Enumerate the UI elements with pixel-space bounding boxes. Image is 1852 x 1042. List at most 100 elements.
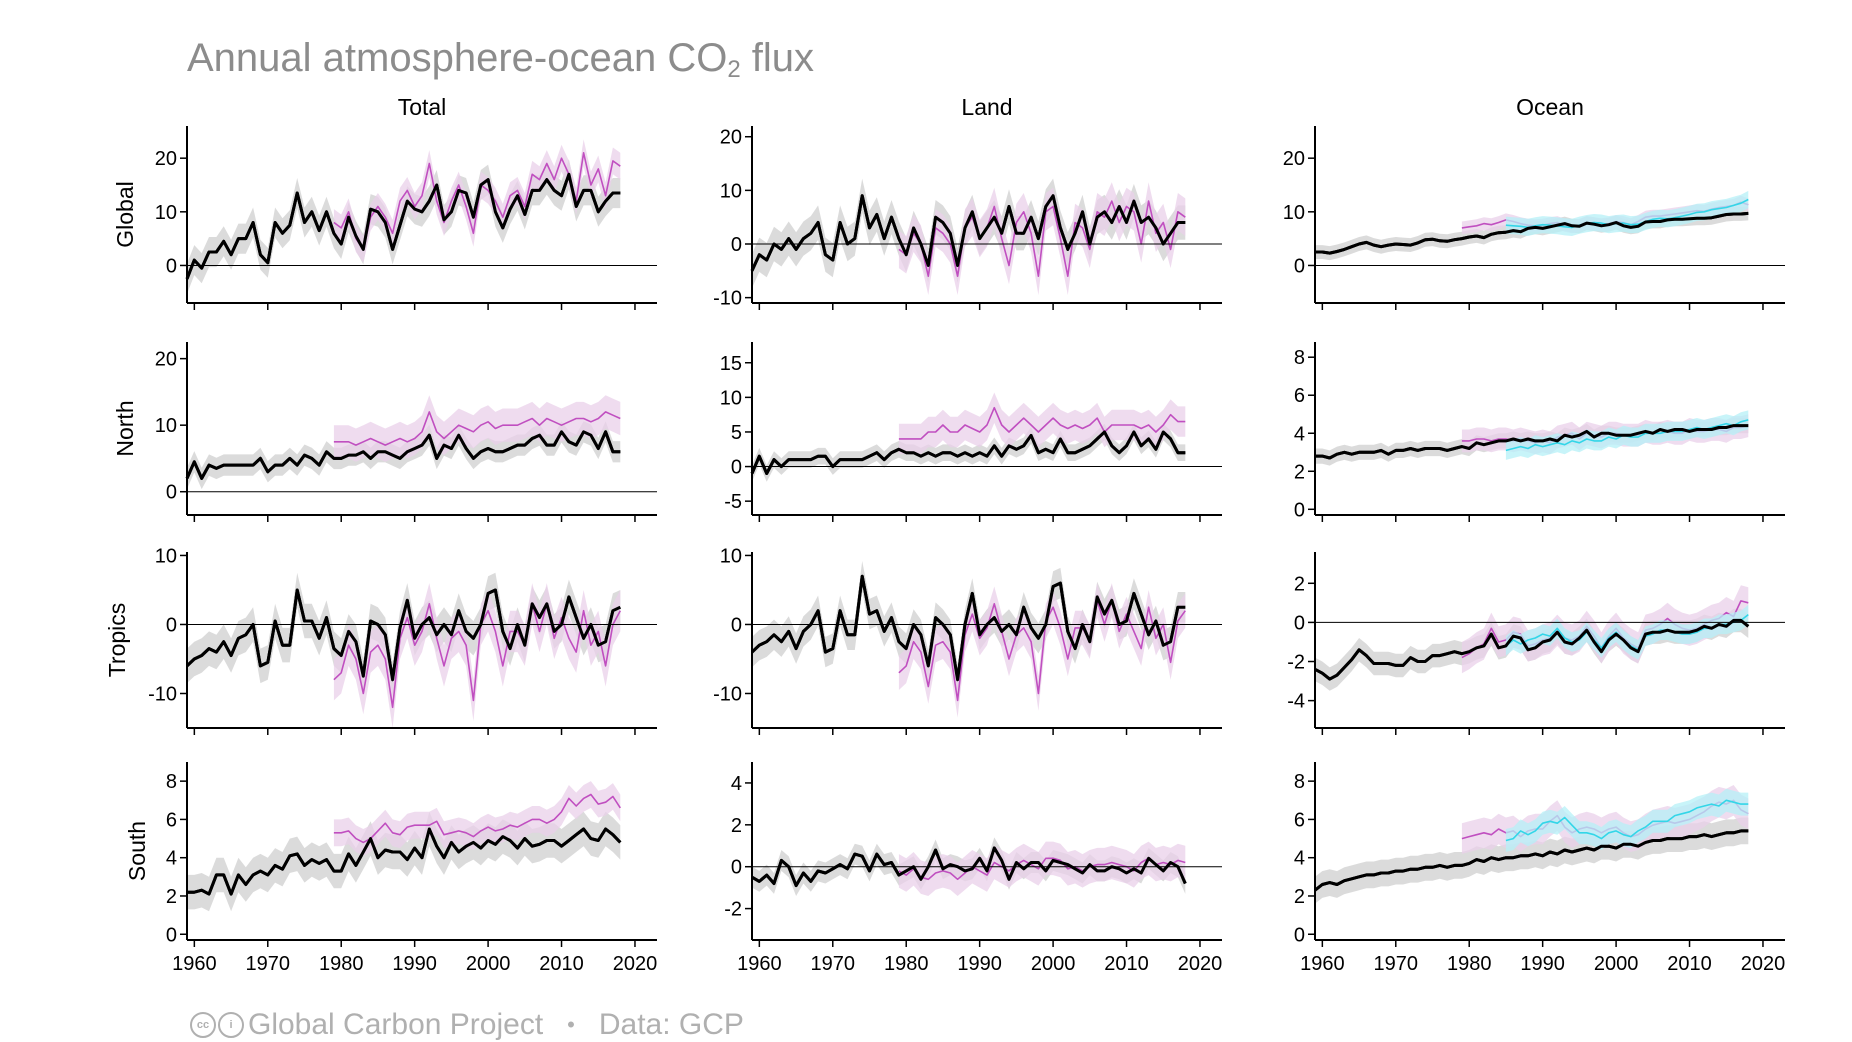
y-tick-label: 10 [1283,202,1305,224]
y-tick-label: 0 [1294,924,1305,946]
footer: cc i Global Carbon Project • Data: GCP [190,1008,744,1042]
y-tick-label: 15 [720,353,742,375]
row-title-global: Global [112,181,138,247]
y-tick-label: 10 [155,545,177,567]
x-tick-label: 1960 [737,953,782,975]
y-tick-label: -10 [713,288,742,310]
y-tick-label: 0 [166,924,177,946]
black-series-line-top [750,194,1186,272]
footer-separator: • [567,1012,575,1037]
x-tick-label: 2010 [1667,953,1712,975]
magenta-series-uncertainty-band [1461,585,1749,674]
y-tick-label: 10 [720,180,742,202]
page-title: Annual atmosphere-ocean CO2 flux [187,36,814,84]
y-tick-label: 20 [155,148,177,170]
row-title-south: South [124,821,150,881]
x-tick-label: 2020 [1741,953,1786,975]
cc-icon: cc [190,1012,216,1038]
black-series-line-top [185,172,621,280]
magenta-series-line [333,411,621,446]
magenta-series-uncertainty-band [898,392,1186,455]
x-tick-label: 2010 [1104,953,1149,975]
y-tick-label: 0 [166,482,177,504]
y-tick-label: -10 [148,683,177,705]
black-series-line-top [187,827,622,896]
y-tick-label: -2 [1287,652,1305,674]
black-series-uncertainty-band [752,423,1186,482]
x-tick-label: 1970 [811,953,856,975]
footer-source: Data: GCP [598,1008,744,1041]
y-tick-label: 20 [155,349,177,371]
black-series-line-top [185,430,621,480]
y-tick-label: 10 [155,415,177,437]
y-tick-label: 6 [1294,385,1305,407]
y-tick-label: 6 [1294,809,1305,831]
y-tick-label: 6 [166,809,177,831]
chart-grid: Total Land Ocean Global North Tropics South 0 10… [104,94,1786,975]
x-tick-label: 1980 [319,953,364,975]
title-subscript: 2 [727,56,741,83]
panel-global-ocean: 0 10 20 [1283,126,1785,310]
y-tick-label: 0 [1294,255,1305,277]
y-tick-label: 4 [1294,848,1305,870]
magenta-series-line [898,406,1186,440]
magenta-series-line [333,602,622,709]
x-tick-label: 1990 [957,953,1002,975]
y-tick-label: 5 [731,422,742,444]
x-tick-label: 1960 [172,953,217,975]
black-series-line-top [750,430,1186,475]
y-tick-label: 10 [155,202,177,224]
by-attribution-icon: i [218,1012,244,1038]
cyan-series-uncertainty-band [1505,604,1749,660]
y-tick-label: 0 [1294,612,1305,634]
panel-tropics-ocean: -4 -2 0 2 [1287,552,1785,735]
panel-tropics-land: -10 0 10 [713,545,1222,735]
y-tick-label: -4 [1287,691,1305,713]
y-tick-label: -5 [724,491,742,513]
panel-south-total: 0 2 4 6 8 1960 1970 1980 1990 2000 2010 2020 [166,762,657,975]
panel-north-ocean: 0 2 4 6 8 [1294,342,1785,522]
column-title-total: Total [398,94,447,120]
x-tick-label: 2020 [1178,953,1223,975]
cc-license-icon: cc i [190,1012,244,1038]
y-tick-label: 4 [166,848,177,870]
x-tick-label: 1980 [884,953,929,975]
y-tick-label: 0 [1294,499,1305,521]
x-tick-label: 1990 [392,953,437,975]
y-tick-label: 4 [731,773,742,795]
y-tick-label: 20 [1283,148,1305,170]
title-tail: flux [740,36,815,80]
row-title-north: North [112,400,138,456]
y-tick-label: -10 [713,683,742,705]
black-series-line-top [185,588,621,682]
y-tick-label: 8 [1294,347,1305,369]
y-tick-label: 4 [1294,423,1305,445]
y-tick-label: 0 [731,857,742,879]
panel-global-land: -10 0 10 20 [713,126,1222,310]
x-tick-label: 1990 [1520,953,1565,975]
row-title-tropics: Tropics [104,603,130,678]
y-tick-label: 10 [720,387,742,409]
y-tick-label: 8 [1294,771,1305,793]
title-main: Annual atmosphere-ocean CO [187,36,728,80]
magenta-series-uncertainty-band [333,781,621,856]
y-tick-label: 2 [166,886,177,908]
y-tick-label: 10 [720,545,742,567]
x-tick-label: 1970 [246,953,291,975]
y-tick-label: 2 [1294,461,1305,483]
y-tick-label: 0 [166,614,177,636]
x-tick-label: 1970 [1374,953,1419,975]
x-tick-label: 1960 [1300,953,1345,975]
black-series-line-top [1314,829,1749,892]
x-tick-label: 2000 [466,953,511,975]
black-series-line-top [750,574,1186,682]
cyan-series-line [1505,799,1749,842]
y-tick-label: 2 [1294,573,1305,595]
x-tick-label: 1980 [1447,953,1492,975]
x-tick-label: 2000 [1594,953,1639,975]
panel-north-total: 0 10 20 [155,342,657,522]
footer-project: Global Carbon Project [248,1008,544,1041]
black-series-line-top [1314,618,1750,681]
cyan-series-uncertainty-band [1505,788,1749,852]
y-tick-label: 0 [731,457,742,479]
